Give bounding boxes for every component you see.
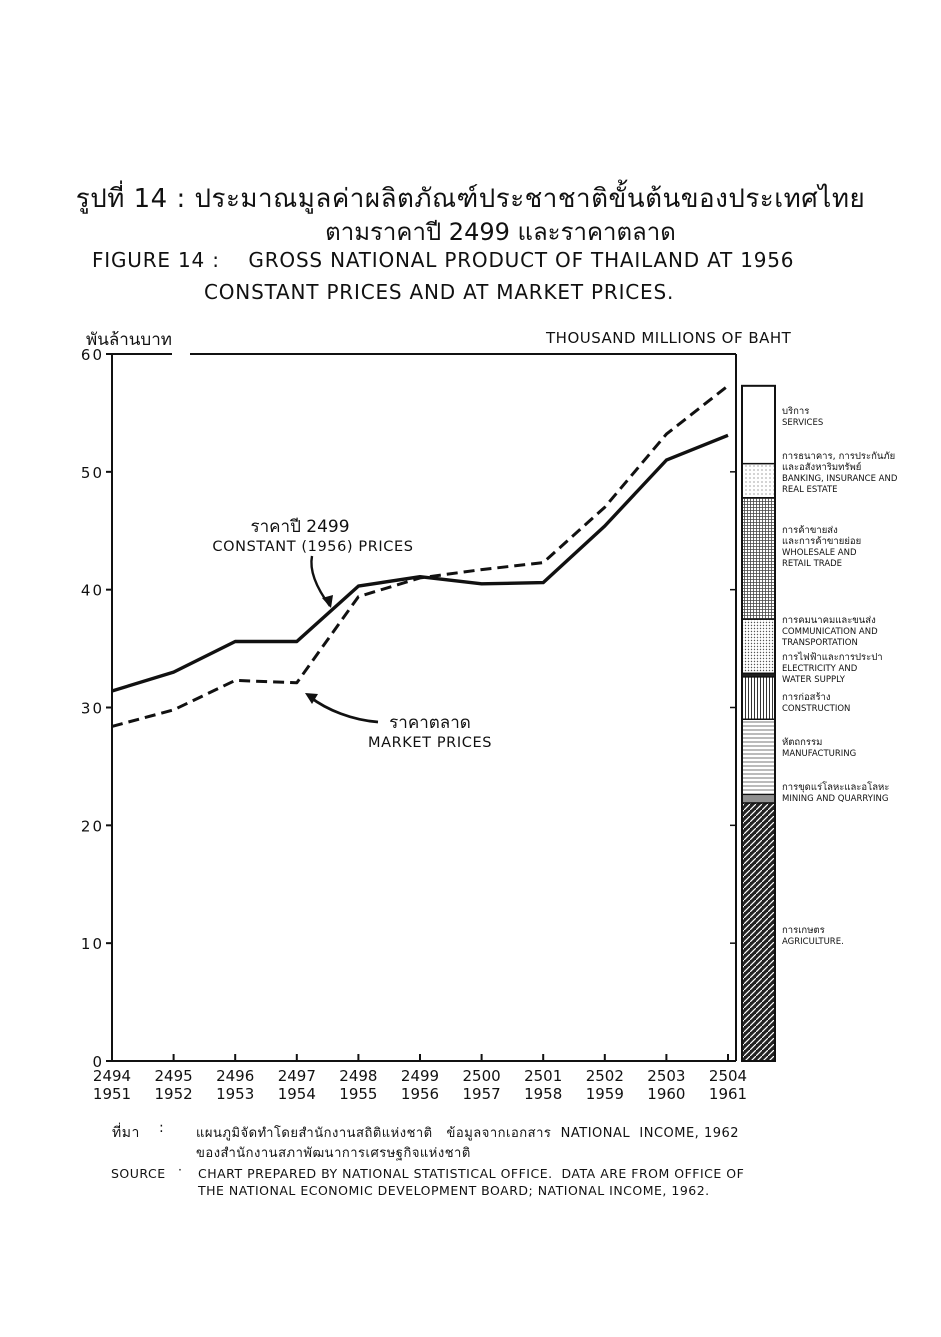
bar-segment	[741, 718, 776, 796]
x-tick-label-gregorian: 1952	[155, 1085, 193, 1103]
source-text-english-line1: CHART PREPARED BY NATIONAL STATISTICAL O…	[198, 1166, 745, 1181]
bar-segment-label-english: BANKING, INSURANCE AND	[782, 474, 898, 484]
bar-segment-label-thai: และอสังหาริมทรัพย์	[782, 461, 861, 473]
y-tick-label: 30	[81, 700, 104, 718]
bar-segment-label-thai: การไฟฟ้าและการประปา	[782, 651, 883, 663]
chart-title-thai-line2: ตามราคาปี 2499 และราคาตลาด	[325, 218, 676, 246]
bar-segment-label-english: TRANSPORTATION	[781, 638, 858, 648]
x-tick-label-gregorian: 1951	[93, 1085, 131, 1103]
chart-title-english: FIGURE 14 : GROSS NATIONAL PRODUCT OF TH…	[92, 248, 795, 272]
market-prices-arrow	[309, 695, 379, 724]
market-prices-line	[111, 384, 729, 728]
x-tick-label-gregorian: 1954	[278, 1085, 316, 1103]
constant-prices-label-english: CONSTANT (1956) PRICES	[212, 539, 413, 555]
source-label-english: SOURCE	[111, 1166, 166, 1181]
x-tick-label-thai-year: 2499	[401, 1067, 439, 1085]
y-tick-label: 20	[81, 817, 104, 835]
x-tick-label-gregorian: 1960	[647, 1085, 685, 1103]
constant-prices-label-thai: ราคาปี 2499	[250, 517, 349, 537]
bar-segment	[741, 793, 776, 804]
x-tick-label-gregorian: 1958	[524, 1085, 562, 1103]
y-tick-label: 60	[81, 346, 104, 364]
bar-segment-label-thai: หัตถกรรม	[782, 737, 822, 748]
market-prices-label-english: MARKET PRICES	[368, 735, 492, 751]
y-tick-label: 0	[92, 1053, 104, 1071]
x-tick-label-thai-year: 2501	[524, 1067, 562, 1085]
market-prices-arrowhead	[305, 693, 318, 704]
stacked-bar-outline	[741, 384, 776, 1062]
plot-frame	[111, 353, 737, 1062]
bar-segment	[741, 802, 776, 1062]
bar-segment-label-thai: บริการ	[782, 406, 809, 417]
source-label-thai: ที่มา	[112, 1125, 140, 1141]
x-tick-label-gregorian: 1961	[709, 1085, 747, 1103]
bar-segment-label-english: ELECTRICITY AND	[782, 664, 858, 674]
bar-segment	[741, 618, 776, 675]
bar-segment-label-english: COMMUNICATION AND	[782, 627, 878, 637]
y-tick-label: 50	[81, 464, 104, 482]
x-tick-label-thai-year: 2495	[155, 1067, 193, 1085]
bar-segment-label-thai: การคมนาคมและขนส่ง	[782, 615, 876, 626]
bar-segment-label-english: RETAIL TRADE	[782, 559, 842, 569]
bar-segment-label-english: WATER SUPPLY	[782, 675, 846, 685]
series-annotations: ราคาปี 2499 CONSTANT (1956) PRICES ราคาตลา…	[212, 517, 492, 751]
bar-segment-label-english: AGRICULTURE.	[782, 937, 844, 947]
x-tick-label-thai-year: 2502	[586, 1067, 624, 1085]
x-tick-label-thai-year: 2498	[339, 1067, 377, 1085]
y-axis: 0 10 20 30 40 50 60	[81, 346, 736, 1071]
x-tick-label-thai-year: 2503	[647, 1067, 685, 1085]
source-bullet: ·	[178, 1162, 183, 1177]
bar-segment	[741, 497, 776, 620]
source-text-thai-line2: ของสำนักงานสภาพัฒนาการเศรษฐกิจแห่งชาติ	[196, 1146, 471, 1161]
y-axis-unit-thai: พันล้านบาท	[86, 330, 172, 350]
x-tick-label-gregorian: 1956	[401, 1085, 439, 1103]
bar-segment-label-thai: การค้าขายส่ง	[782, 525, 838, 536]
x-tick-label-gregorian: 1953	[216, 1085, 254, 1103]
x-tick-label-gregorian: 1957	[463, 1085, 501, 1103]
market-prices-label-thai: ราคาตลาด	[389, 713, 471, 733]
x-tick-label-thai-year: 2494	[93, 1067, 131, 1085]
bar-segment-label-english: MANUFACTURING	[782, 749, 856, 759]
x-tick-label-gregorian: 1959	[586, 1085, 624, 1103]
x-tick-label-gregorian: 1955	[339, 1085, 377, 1103]
constant-prices-line	[111, 433, 729, 693]
series-lines	[111, 384, 729, 728]
bar-segment	[741, 462, 776, 499]
x-tick-label-thai-year: 2496	[216, 1067, 254, 1085]
bar-segment-label-thai: การธนาคาร, การประกันภัย	[782, 451, 895, 462]
chart-title-english-line2: CONSTANT PRICES AND AT MARKET PRICES.	[204, 280, 675, 304]
bar-segment-label-thai: และการค้าขายย่อย	[782, 536, 861, 547]
bar-segment	[741, 676, 776, 720]
bar-segment-label-english: SERVICES	[782, 418, 823, 428]
y-tick-label: 10	[81, 935, 104, 953]
source-text-thai-line1: แผนภูมิจัดทำโดยสำนักงานสถิติแห่งชาติ ข้อ…	[196, 1126, 740, 1141]
x-tick-label-thai-year: 2500	[463, 1067, 501, 1085]
source-text-english-line2: THE NATIONAL ECONOMIC DEVELOPMENT BOARD;…	[198, 1183, 710, 1198]
bar-segment-label-english: WHOLESALE AND	[782, 548, 857, 558]
bar-segment-label-thai: การก่อสร้าง	[782, 692, 831, 703]
constant-prices-arrowhead	[322, 595, 333, 608]
bar-segment	[741, 385, 776, 465]
source-colon-thai: :	[159, 1120, 165, 1136]
bar-segment-label-english: REAL ESTATE	[782, 485, 838, 495]
x-tick-label-thai-year: 2497	[278, 1067, 316, 1085]
bar-segment-label-english: CONSTRUCTION	[782, 704, 850, 714]
chart-title-thai: รูปที่ 14 : ประมาณมูลค่าผลิตภัณฑ์ประชาชา…	[75, 184, 866, 214]
y-tick-label: 40	[81, 582, 104, 600]
bar-segment-label-thai: การขุดแร่โลหะและอโลหะ	[782, 781, 889, 793]
bar-segment-label-thai: การเกษตร	[782, 925, 825, 936]
bar-segment-label-english: MINING AND QUARRYING	[782, 794, 888, 804]
y-axis-unit-english: THOUSAND MILLIONS OF BAHT	[546, 329, 792, 347]
x-tick-label-thai-year: 2504	[709, 1067, 747, 1085]
